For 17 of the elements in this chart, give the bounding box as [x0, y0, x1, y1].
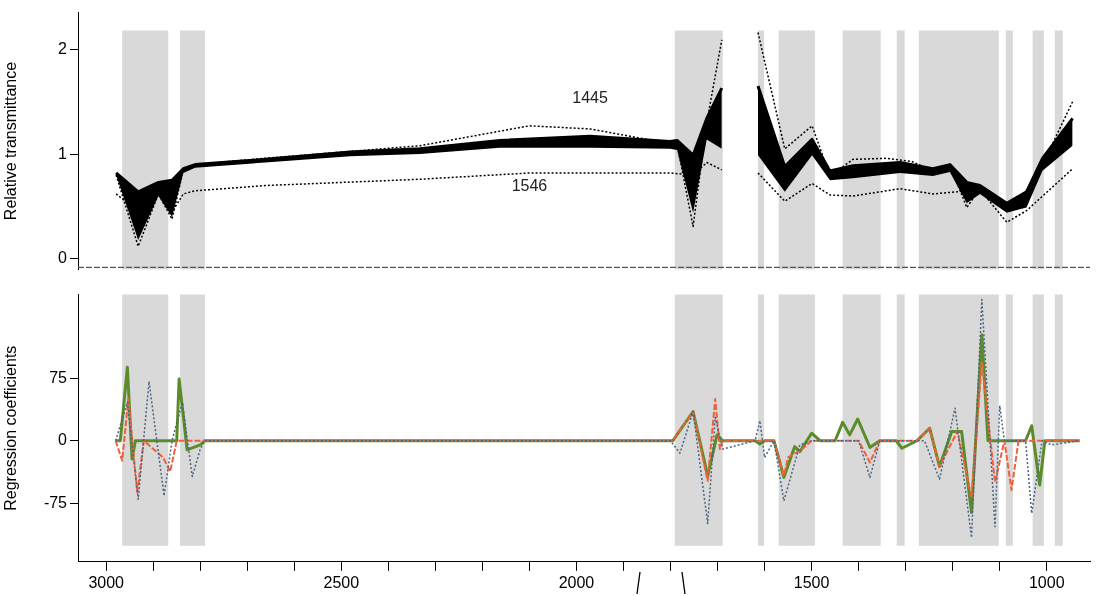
y-tick-label: 2 — [58, 39, 68, 57]
x-tick-label: 2500 — [323, 573, 360, 591]
x-tick-label: 2000 — [558, 573, 595, 591]
series-label: 1445 — [572, 89, 609, 107]
y-tick-label: 75 — [49, 368, 68, 386]
x-tick-label: 1000 — [1028, 573, 1065, 591]
y-tick-label: 1 — [58, 144, 68, 162]
y-tick-label: 0 — [58, 249, 68, 267]
x-tick-label: 3000 — [88, 573, 125, 591]
line-series — [114, 298, 1081, 539]
series-label: 1546 — [511, 177, 548, 195]
y-tick-label: 0 — [58, 431, 68, 449]
y-axis-title: Regression coefficients — [2, 345, 20, 511]
line-series — [114, 361, 1081, 499]
x-tick-label: 1500 — [793, 573, 830, 591]
y-tick-label: -75 — [43, 493, 68, 511]
y-axis-title: Relative transmittance — [2, 61, 20, 221]
